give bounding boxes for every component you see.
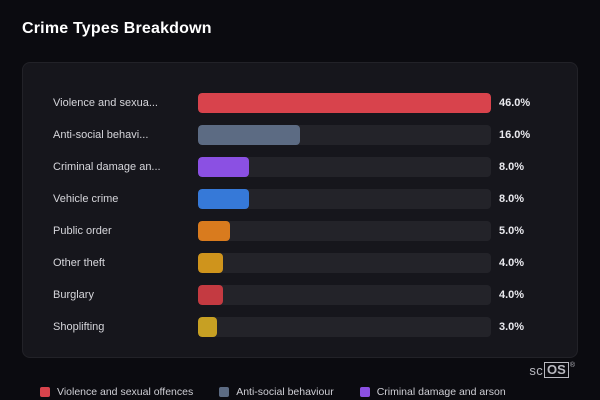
bar-track: [198, 285, 491, 305]
value-label: 8.0%: [499, 161, 525, 173]
bar-track: [198, 93, 491, 113]
legend-item[interactable]: Criminal damage and arson: [359, 386, 506, 398]
chart-card: Violence and sexua... 46.0% Anti-social be…: [22, 62, 578, 358]
bar-fill[interactable]: [198, 189, 249, 209]
bar-row: Anti-social behavi... 16.0%: [53, 125, 547, 145]
bar-fill[interactable]: [198, 93, 491, 113]
page-title: Crime Types Breakdown: [22, 20, 212, 37]
bar-fill[interactable]: [198, 253, 224, 273]
value-label: 16.0%: [499, 129, 531, 141]
legend-label: Violence and sexual offences: [57, 386, 194, 398]
legend-item[interactable]: Anti-social behaviour: [219, 386, 334, 398]
bar-chart: Violence and sexua... 46.0% Anti-social be…: [53, 93, 547, 337]
bar-row: Criminal damage an... 8.0%: [53, 157, 547, 177]
bar-fill[interactable]: [198, 221, 230, 241]
value-label: 4.0%: [499, 289, 525, 301]
legend-item[interactable]: Violence and sexual offences: [40, 386, 193, 398]
legend-swatch-icon: [40, 387, 50, 397]
value-label: 3.0%: [499, 321, 525, 333]
value-label: 46.0%: [499, 97, 531, 109]
bar-row: Burglary 4.0%: [53, 285, 547, 305]
category-label: Public order: [53, 225, 112, 237]
bar-row: Public order 5.0%: [53, 221, 547, 241]
value-label: 4.0%: [499, 257, 525, 269]
legend: Violence and sexual offences Anti-social …: [40, 386, 506, 398]
registered-mark: ®: [569, 362, 575, 369]
brand-box: OS: [544, 362, 569, 378]
bar-track: [198, 317, 491, 337]
legend-label: Anti-social behaviour: [236, 386, 334, 398]
bar-fill[interactable]: [198, 125, 300, 145]
bar-track: [198, 189, 491, 209]
category-label: Shoplifting: [53, 321, 105, 333]
category-label: Violence and sexua...: [53, 97, 158, 109]
bar-track: [198, 253, 491, 273]
legend-swatch-icon: [219, 387, 230, 397]
bar-row: Vehicle crime 8.0%: [53, 189, 547, 209]
category-label: Vehicle crime: [53, 193, 119, 205]
brand-prefix: sc: [529, 362, 544, 378]
legend-swatch-icon: [359, 387, 370, 397]
value-label: 5.0%: [499, 225, 525, 237]
bar-row: Violence and sexua... 46.0%: [53, 93, 547, 113]
category-label: Other theft: [53, 257, 105, 269]
bar-track: [198, 221, 491, 241]
category-label: Burglary: [53, 289, 94, 301]
value-label: 8.0%: [499, 193, 525, 205]
category-label: Anti-social behavi...: [53, 129, 149, 141]
bar-row: Shoplifting 3.0%: [53, 317, 547, 337]
scos-logo: sc OS ®: [529, 362, 575, 378]
category-label: Criminal damage an...: [53, 161, 161, 173]
bar-fill[interactable]: [198, 157, 249, 177]
bar-track: [198, 157, 491, 177]
bar-row: Other theft 4.0%: [53, 253, 547, 273]
legend-label: Criminal damage and arson: [376, 386, 506, 398]
bar-fill[interactable]: [198, 317, 218, 337]
bar-track: [198, 125, 491, 145]
bar-fill[interactable]: [198, 285, 224, 305]
